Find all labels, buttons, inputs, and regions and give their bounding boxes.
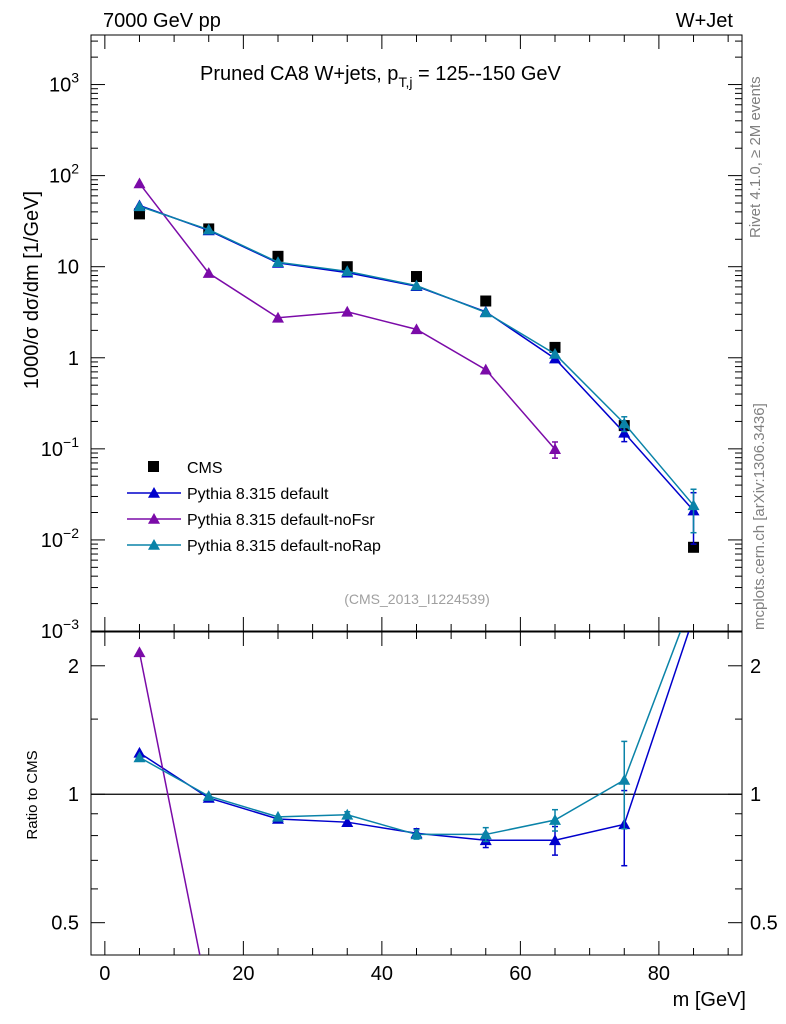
x-tick-label: 80 bbox=[648, 963, 670, 985]
ratio-point-noRap bbox=[202, 790, 215, 801]
ratio-point-noRap bbox=[618, 773, 631, 785]
main-title-suffix: = 125--150 GeV bbox=[412, 63, 561, 85]
y-tick-label: 10−3 bbox=[41, 616, 79, 643]
point-data bbox=[411, 271, 422, 283]
series-line-default bbox=[139, 204, 695, 512]
mcplots-label: mcplots.cern.ch [arXiv:1306.3436] bbox=[751, 403, 768, 630]
main-title: Pruned CA8 W+jets, pT,j = 125--150 GeV bbox=[200, 63, 562, 90]
legend-label: Pythia 8.315 default-noFsr bbox=[187, 512, 375, 529]
point-noFsr bbox=[271, 311, 284, 323]
ratio-point-noFsr bbox=[203, 994, 215, 1005]
header-right: W+Jet bbox=[676, 10, 734, 32]
ratio-point-default bbox=[549, 834, 562, 846]
y-tick-label-base: 10 bbox=[49, 166, 71, 188]
legend-label: Pythia 8.315 default bbox=[187, 486, 329, 503]
ratio-point-default bbox=[341, 816, 354, 827]
header-left: 7000 GeV pp bbox=[103, 10, 221, 32]
point-data bbox=[549, 341, 561, 353]
y-tick-label: 10−2 bbox=[41, 525, 79, 552]
ratio-axes: 0 20 40 60 80 0.5 0.5 1 1 2 2 bbox=[51, 632, 778, 985]
y-tick-label-base: 10 bbox=[57, 257, 79, 279]
ratio-series bbox=[133, 591, 700, 1005]
ratio-point-noRap bbox=[271, 810, 284, 822]
ratio-panel-frame bbox=[90, 631, 743, 956]
y-tick-label: 102 bbox=[49, 161, 79, 188]
point-noRap bbox=[271, 256, 284, 268]
ratio-point-noFsr bbox=[133, 646, 146, 658]
x-tick-label: 40 bbox=[371, 963, 393, 985]
legend-marker-default bbox=[148, 487, 160, 498]
point-noFsr bbox=[410, 323, 423, 335]
rivet-label: Rivet 4.1.0, ≥ 2M events bbox=[747, 76, 764, 238]
y-tick-label: 103 bbox=[49, 70, 79, 97]
y-tick-label: 10 bbox=[57, 257, 79, 279]
legend-marker-noFsr bbox=[148, 513, 160, 524]
point-noFsr bbox=[133, 177, 146, 189]
point-noFsr bbox=[479, 363, 492, 375]
ratio-line-noFsr bbox=[138, 652, 201, 955]
main-title-prefix: Pruned CA8 W+jets, p bbox=[200, 63, 398, 85]
y-tick-label-exp: −2 bbox=[63, 525, 79, 541]
ratio-point-noRap bbox=[479, 828, 492, 840]
ratio-point-default bbox=[688, 611, 700, 622]
point-noRap bbox=[202, 223, 215, 235]
x-tick-label: 60 bbox=[509, 963, 531, 985]
ratio-point-noRap bbox=[688, 591, 700, 602]
x-tick-label: 20 bbox=[232, 963, 254, 985]
ratio-point-noRap bbox=[133, 751, 146, 763]
y-tick-label-ratio: 2 bbox=[68, 656, 79, 678]
x-tick-label: 0 bbox=[99, 963, 110, 985]
y-tick-label-ratio-right: 0.5 bbox=[750, 913, 778, 935]
point-noRap bbox=[410, 279, 423, 291]
y-tick-label-base: 10 bbox=[41, 439, 63, 461]
y-tick-label-ratio-right: 1 bbox=[750, 784, 761, 806]
ratio-point-noRap bbox=[341, 808, 354, 820]
point-noFsr bbox=[341, 305, 354, 317]
y-tick-label-exp: 3 bbox=[71, 70, 79, 86]
y-tick-label-base: 10 bbox=[49, 75, 71, 97]
point-data bbox=[480, 295, 492, 307]
y-tick-label: 10−1 bbox=[41, 434, 79, 461]
ratio-ylabel: Ratio to CMS bbox=[24, 750, 41, 839]
point-noFsr bbox=[202, 267, 215, 278]
ratio-point-noRap bbox=[549, 814, 562, 825]
ratio-line-default bbox=[139, 632, 690, 842]
main-series bbox=[133, 177, 700, 553]
point-noRap bbox=[133, 200, 146, 212]
point-data bbox=[133, 208, 145, 220]
legend-marker-data bbox=[148, 461, 159, 472]
point-noRap bbox=[687, 499, 700, 511]
point-noRap bbox=[479, 306, 492, 318]
y-tick-label-exp: −1 bbox=[63, 434, 79, 450]
point-data bbox=[688, 541, 700, 553]
y-tick-label-ratio: 1 bbox=[68, 784, 79, 806]
main-ylabel: 1000/σ dσ/dm [1/GeV] bbox=[21, 191, 43, 389]
y-tick-label-base: 10 bbox=[41, 621, 63, 643]
ratio-point-noRap bbox=[410, 828, 423, 840]
y-tick-label-ratio: 0.5 bbox=[51, 913, 79, 935]
point-noRap bbox=[341, 265, 354, 277]
y-tick-label: 1 bbox=[68, 348, 79, 370]
point-noRap bbox=[618, 417, 631, 429]
legend-marker-noRap bbox=[148, 539, 160, 550]
point-noFsr bbox=[549, 443, 562, 455]
ratio-xlabel: m [GeV] bbox=[673, 989, 746, 1011]
legend-label: Pythia 8.315 default-noRap bbox=[187, 538, 381, 555]
y-tick-label-exp: −3 bbox=[63, 616, 79, 632]
legend-label: CMS bbox=[187, 460, 223, 477]
point-noRap bbox=[549, 348, 562, 359]
y-tick-label-base: 1 bbox=[68, 348, 79, 370]
analysis-id: (CMS_2013_I1224539) bbox=[344, 591, 490, 607]
series-line-noRap bbox=[139, 205, 695, 506]
y-tick-label-base: 10 bbox=[41, 530, 63, 552]
y-tick-label-exp: 2 bbox=[71, 161, 79, 177]
legend: CMS Pythia 8.315 default Pythia 8.315 defa… bbox=[127, 460, 381, 555]
y-tick-label-ratio-right: 2 bbox=[750, 656, 761, 678]
main-title-subscript: T,j bbox=[398, 74, 412, 90]
